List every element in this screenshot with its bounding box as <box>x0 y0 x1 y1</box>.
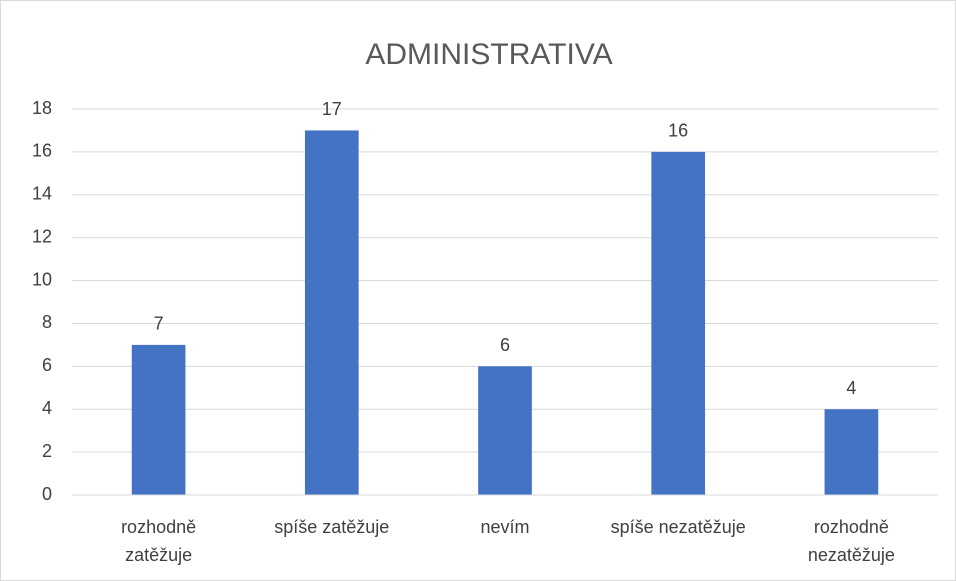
bar <box>478 366 532 495</box>
bar <box>651 151 706 495</box>
bar <box>304 130 359 495</box>
x-tick-label: nevím <box>480 517 529 537</box>
chart-title: ADMINISTRATIVA <box>365 38 612 71</box>
x-tick-label: rozhodně zatěžuje <box>121 517 196 565</box>
y-tick-label: 0 <box>42 484 52 504</box>
y-tick-label: 6 <box>42 355 52 375</box>
y-tick-label: 2 <box>42 441 52 461</box>
data-label: 7 <box>154 314 164 334</box>
x-tick-label: spíše zatěžuje <box>274 517 389 537</box>
y-tick-label: 14 <box>32 184 52 204</box>
bar <box>824 409 879 495</box>
y-tick-label: 12 <box>32 226 52 246</box>
x-tick-label: rozhodně nezatěžuje <box>808 517 895 565</box>
y-tick-label: 10 <box>32 269 52 289</box>
y-tick-label: 16 <box>32 141 52 161</box>
y-tick-label: 18 <box>32 98 52 118</box>
data-label: 16 <box>668 121 688 141</box>
bar <box>131 344 186 495</box>
data-label: 6 <box>500 335 510 355</box>
data-label: 17 <box>322 99 342 119</box>
x-tick-label: spíše nezatěžuje <box>611 517 746 537</box>
data-label: 4 <box>846 378 856 398</box>
y-tick-label: 8 <box>42 312 52 332</box>
y-tick-label: 4 <box>42 398 52 418</box>
